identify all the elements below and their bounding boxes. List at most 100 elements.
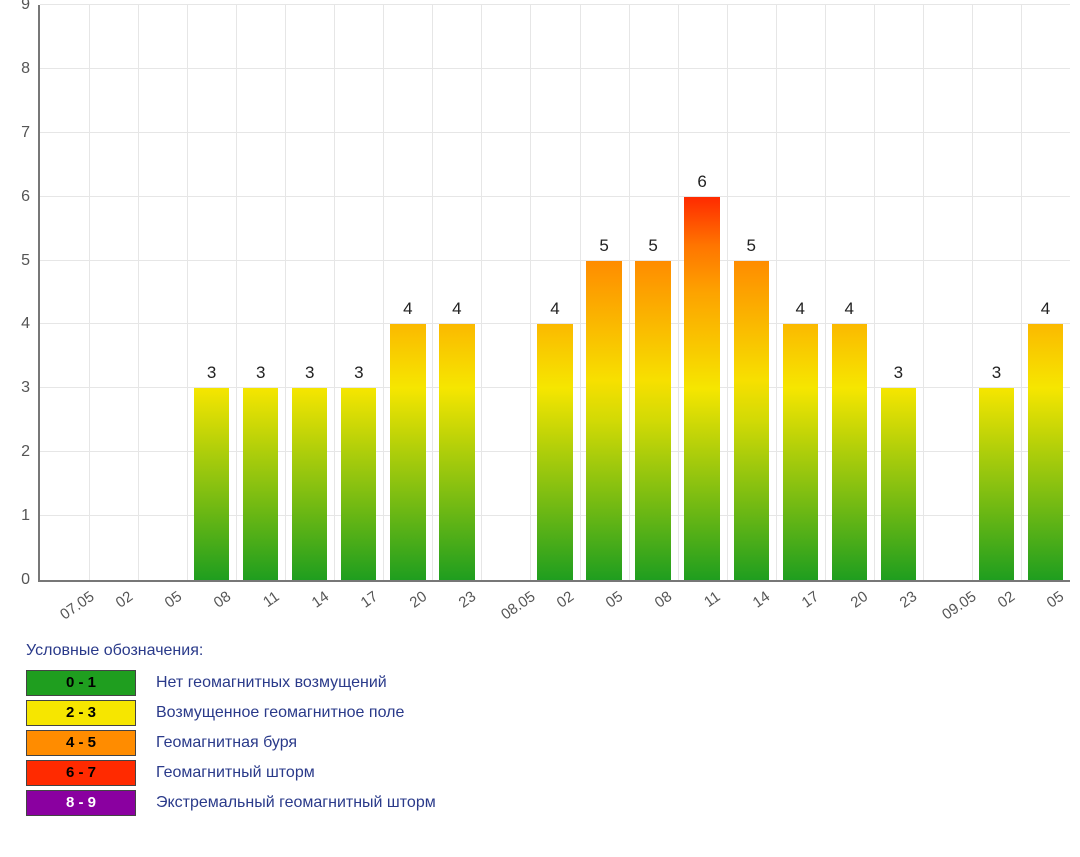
bar	[881, 388, 916, 580]
gridline-v	[580, 5, 581, 580]
gridline-h	[40, 4, 1070, 5]
x-tick-label: 08.05	[498, 588, 539, 623]
legend-item: 2 - 3 Возмущенное геомагнитное поле	[26, 700, 436, 725]
bar-value-label: 3	[207, 363, 216, 383]
gridline-v	[776, 5, 777, 580]
x-tick-label: 23	[897, 588, 920, 611]
y-tick-label: 1	[5, 507, 30, 525]
bar-value-label: 4	[452, 299, 461, 319]
legend-item: 0 - 1 Нет геомагнитных возмущений	[26, 670, 436, 695]
bar-value-label: 3	[354, 363, 363, 383]
x-tick-label: 02	[995, 588, 1018, 611]
x-tick-label: 05	[161, 588, 184, 611]
x-tick-label: 05	[1044, 588, 1067, 611]
legend-swatch: 2 - 3	[26, 700, 136, 726]
bar	[537, 324, 572, 580]
x-tick-label: 11	[701, 588, 724, 611]
bar	[783, 324, 818, 580]
gridline-h	[40, 132, 1070, 133]
y-tick-label: 0	[5, 571, 30, 589]
bar-value-label: 4	[550, 299, 559, 319]
gridline-v	[874, 5, 875, 580]
y-tick-label: 3	[5, 379, 30, 397]
bar	[292, 388, 327, 580]
gridline-v	[236, 5, 237, 580]
bar-value-label: 4	[403, 299, 412, 319]
page: 3333444556544334 0123456789 07.050205081…	[0, 0, 1080, 857]
bar-value-label: 4	[796, 299, 805, 319]
gridline-v	[629, 5, 630, 580]
legend: Условные обозначения: 0 - 1 Нет геомагнит…	[26, 642, 436, 820]
x-tick-label: 14	[750, 588, 773, 611]
bar	[1028, 324, 1063, 580]
legend-desc: Возмущенное геомагнитное поле	[156, 704, 404, 722]
gridline-v	[1021, 5, 1022, 580]
y-tick-label: 6	[5, 188, 30, 206]
bar-value-label: 3	[256, 363, 265, 383]
gridline-v	[923, 5, 924, 580]
gridline-v	[727, 5, 728, 580]
x-tick-label: 20	[407, 588, 430, 611]
gridline-v	[187, 5, 188, 580]
gridline-v	[825, 5, 826, 580]
x-tick-label: 23	[456, 588, 479, 611]
bar	[684, 197, 719, 580]
bar-value-label: 5	[648, 236, 657, 256]
legend-title: Условные обозначения:	[26, 642, 436, 660]
bar	[832, 324, 867, 580]
x-tick-label: 08	[652, 588, 675, 611]
gridline-v	[530, 5, 531, 580]
y-tick-label: 2	[5, 443, 30, 461]
x-tick-label: 05	[603, 588, 626, 611]
x-tick-label: 02	[112, 588, 135, 611]
gridline-v	[89, 5, 90, 580]
x-tick-label: 11	[260, 588, 283, 611]
bar-value-label: 4	[1041, 299, 1050, 319]
bar-value-label: 4	[845, 299, 854, 319]
y-tick-label: 4	[5, 315, 30, 333]
bar-value-label: 3	[894, 363, 903, 383]
bar	[439, 324, 474, 580]
y-tick-label: 8	[5, 60, 30, 78]
legend-desc: Геомагнитный шторм	[156, 764, 315, 782]
bar	[586, 261, 621, 580]
legend-desc: Геомагнитная буря	[156, 734, 297, 752]
y-tick-label: 7	[5, 124, 30, 142]
gridline-v	[432, 5, 433, 580]
gridline-v	[138, 5, 139, 580]
legend-desc: Экстремальный геомагнитный шторм	[156, 794, 436, 812]
legend-swatch: 6 - 7	[26, 760, 136, 786]
x-tick-label: 08	[210, 588, 233, 611]
gridline-v	[334, 5, 335, 580]
legend-desc: Нет геомагнитных возмущений	[156, 674, 387, 692]
bar-value-label: 5	[746, 236, 755, 256]
gridline-v	[383, 5, 384, 580]
bar-value-label: 5	[599, 236, 608, 256]
gridline-h	[40, 68, 1070, 69]
bar	[341, 388, 376, 580]
gridline-v	[972, 5, 973, 580]
bar	[979, 388, 1014, 580]
gridline-v	[481, 5, 482, 580]
legend-swatch: 0 - 1	[26, 670, 136, 696]
y-tick-label: 9	[5, 0, 30, 14]
x-tick-label: 20	[848, 588, 871, 611]
legend-swatch: 8 - 9	[26, 790, 136, 816]
legend-item: 6 - 7 Геомагнитный шторм	[26, 760, 436, 785]
bar-value-label: 6	[697, 172, 706, 192]
y-tick-label: 5	[5, 252, 30, 270]
bar-value-label: 3	[305, 363, 314, 383]
gridline-v	[678, 5, 679, 580]
bar	[243, 388, 278, 580]
legend-item: 4 - 5 Геомагнитная буря	[26, 730, 436, 755]
bar-chart: 3333444556544334	[38, 5, 1070, 582]
legend-rows: 0 - 1 Нет геомагнитных возмущений 2 - 3 Воз…	[26, 670, 436, 815]
gridline-v	[285, 5, 286, 580]
bar	[194, 388, 229, 580]
gridline-h	[40, 260, 1070, 261]
x-tick-label: 09.05	[939, 588, 980, 623]
x-tick-label: 02	[554, 588, 577, 611]
bar	[635, 261, 670, 580]
legend-swatch: 4 - 5	[26, 730, 136, 756]
x-tick-label: 17	[357, 588, 380, 611]
